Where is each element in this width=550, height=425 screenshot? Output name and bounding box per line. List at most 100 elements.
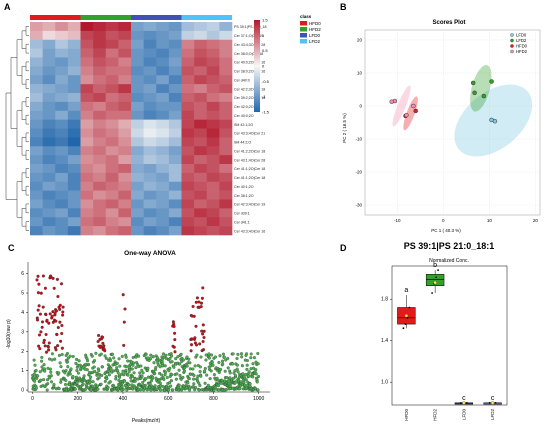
- anova-point: [111, 369, 116, 373]
- heatmap-cell: [105, 39, 119, 49]
- anova-point: [140, 374, 144, 378]
- heatmap-cell: [67, 128, 81, 138]
- heatmap-cell: [131, 48, 144, 58]
- heatmap-cell: [67, 181, 81, 191]
- anova-point: [103, 354, 107, 358]
- heatmap-cell: [206, 75, 220, 85]
- anova-point: [66, 360, 70, 364]
- anova-point: [208, 377, 212, 381]
- heatmap-cell: [143, 30, 157, 41]
- anova-point: [40, 365, 44, 369]
- anova-point: [53, 357, 57, 361]
- heatmap-cell: [206, 93, 220, 103]
- boxplot-point: [437, 269, 439, 271]
- heatmap-cell: [80, 128, 94, 138]
- heatmap-cell: [194, 66, 208, 76]
- dendrogram-branch: [5, 92, 17, 200]
- anova-point: [137, 354, 141, 358]
- heatmap-cell: [219, 101, 233, 112]
- anova-point: [59, 282, 64, 286]
- row-label: Cer 40:0;2O: [234, 114, 254, 118]
- heatmap-cell: [93, 57, 107, 67]
- heatmap-cell: [118, 57, 132, 67]
- heatmap-cell: [55, 128, 69, 138]
- anova-point: [50, 358, 54, 362]
- heatmap-cell: [219, 181, 233, 191]
- scores-plot-legend-marker: [510, 33, 514, 37]
- anova-point: [181, 358, 185, 362]
- boxplot-panel: PS 39:1|PS 21:0_18:1 Normalized Conc. 1.…: [381, 241, 508, 421]
- heatmap-cell: [181, 22, 195, 32]
- heatmap-cell: [42, 208, 56, 218]
- anova-point: [179, 352, 183, 356]
- anova-point: [43, 286, 47, 290]
- anova-point: [130, 374, 135, 379]
- dendrogram-branch: [25, 43, 29, 54]
- anova-point: [207, 356, 211, 360]
- heatmap-cell: [143, 128, 157, 138]
- anova-point: [34, 368, 38, 373]
- anova-point: [83, 378, 87, 383]
- heatmap-cell: [118, 199, 132, 209]
- row-label: Cer d40:0: [234, 78, 250, 82]
- anova-point: [170, 354, 174, 358]
- anova-point: [198, 365, 202, 369]
- heatmap-cell: [131, 181, 144, 191]
- anova-xtick: 600: [164, 396, 173, 402]
- anova-point: [109, 367, 113, 371]
- heatmap-cell: [206, 128, 220, 138]
- anova-point: [125, 365, 129, 369]
- heatmap-cell: [194, 137, 208, 147]
- heatmap-cell: [93, 190, 107, 200]
- anova-point: [199, 355, 203, 359]
- heatmap-cell: [156, 190, 170, 200]
- heatmap-cell: [67, 101, 81, 112]
- anova-point: [255, 380, 259, 384]
- row-label: SM 42:1;2O: [234, 123, 253, 127]
- heatmap-cell: [30, 66, 43, 76]
- anova-point: [54, 319, 58, 323]
- heatmap-cell: [105, 30, 119, 41]
- heatmap-cell: [219, 93, 233, 103]
- dendrogram-branch: [25, 61, 29, 72]
- anova-point: [95, 384, 99, 388]
- anova-point: [138, 371, 142, 375]
- anova-point: [36, 308, 40, 312]
- anova-point: [100, 365, 104, 369]
- anova-point: [153, 371, 157, 375]
- anova-point: [220, 359, 225, 363]
- anova-point: [158, 365, 162, 369]
- heatmap-cell: [105, 110, 119, 120]
- heatmap-cell: [118, 30, 132, 41]
- anova-point: [45, 378, 50, 382]
- anova-point: [254, 372, 258, 376]
- heatmap-cell: [67, 93, 81, 103]
- anova-point: [194, 300, 198, 304]
- anova-xtick: 0: [31, 396, 34, 402]
- anova-point: [94, 351, 98, 355]
- heatmap-cell: [143, 199, 157, 209]
- row-label: PS 39:1|PS 21:0_18: [234, 25, 267, 29]
- heatmap-cell: [67, 137, 81, 147]
- heatmap-cell: [105, 172, 119, 183]
- anova-point: [182, 369, 187, 373]
- heatmap-cell: [219, 66, 233, 76]
- heatmap-cell: [93, 22, 107, 32]
- boxplot-group-letter: c: [462, 395, 466, 402]
- heatmap-cell: [118, 137, 132, 147]
- heatmap-cell: [93, 128, 107, 138]
- anova-point: [222, 355, 226, 359]
- anova-point: [153, 384, 157, 388]
- boxplot-group-letter: b: [433, 262, 437, 269]
- heatmap-cell: [168, 57, 182, 67]
- anova-point: [58, 307, 62, 311]
- anova-point: [57, 371, 61, 375]
- boxplot-category-label: LFD2: [490, 409, 495, 421]
- heatmap-cell: [80, 75, 94, 85]
- row-label: Cer 41:1;2O|Cer 18: [234, 176, 265, 180]
- heatmap-cell: [156, 48, 170, 58]
- heatmap-cell: [93, 155, 107, 165]
- anova-point: [198, 383, 202, 388]
- heatmap-cell: [181, 164, 195, 174]
- anova-point: [99, 344, 103, 348]
